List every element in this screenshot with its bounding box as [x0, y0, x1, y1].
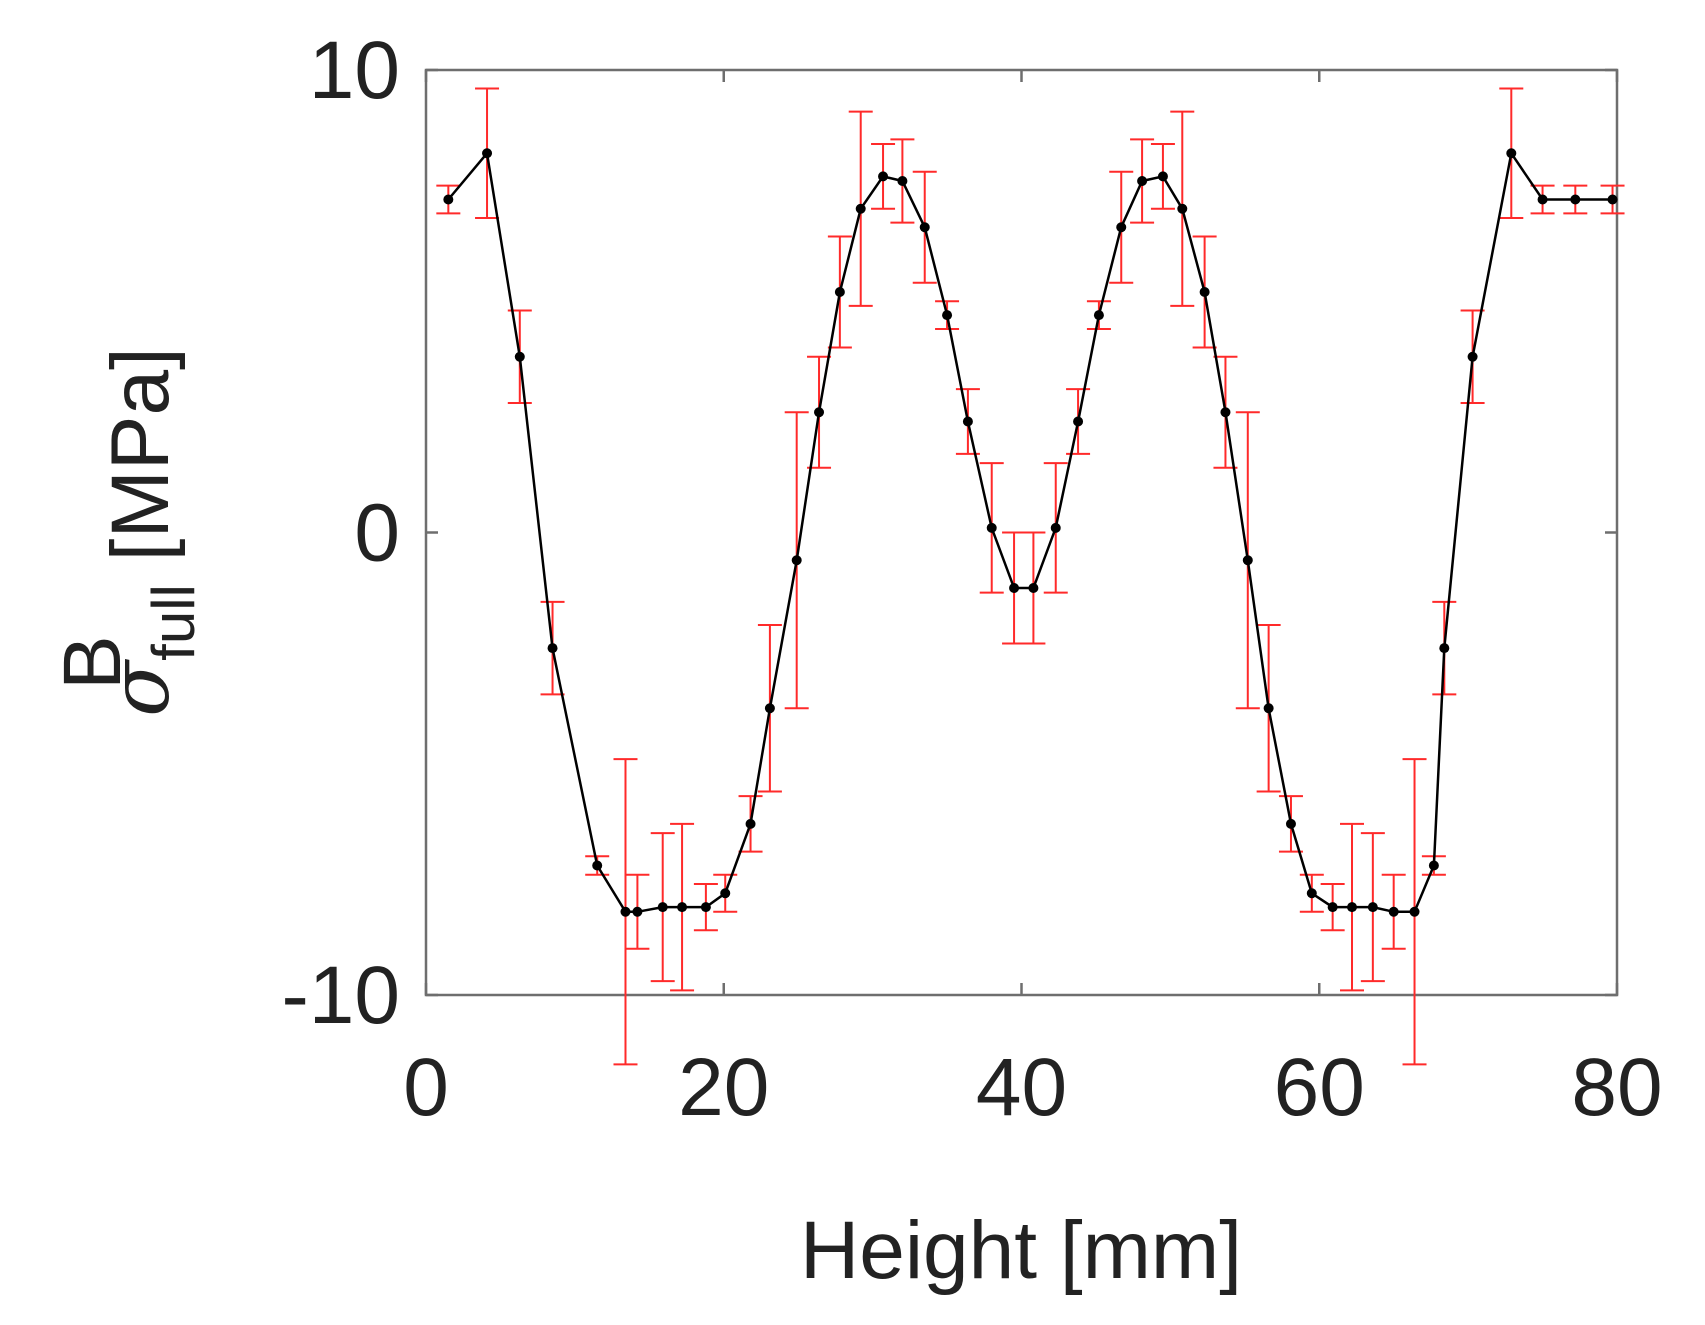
data-point-20 [942, 310, 953, 321]
x-axis-label: Height [mm] [800, 1205, 1242, 1296]
data-point-41 [1388, 906, 1399, 917]
data-point-9 [700, 902, 711, 913]
data-point-12 [764, 703, 775, 714]
data-point-17 [878, 171, 889, 182]
x-tick-label-1: 20 [678, 1042, 769, 1133]
data-point-25 [1050, 522, 1061, 533]
data-point-10 [720, 888, 731, 899]
y-tick-label-2: 10 [309, 25, 400, 116]
data-point-2 [514, 351, 525, 362]
data-point-47 [1537, 194, 1548, 205]
x-tick-label-0: 0 [403, 1042, 449, 1133]
axis-ticks [424, 68, 1619, 997]
data-point-27 [1093, 310, 1104, 321]
data-point-23 [1009, 583, 1020, 593]
data-point-38 [1327, 902, 1338, 913]
y-axis-label-subscript: full [140, 584, 207, 661]
data-point-5 [620, 906, 631, 917]
data-point-43 [1428, 860, 1439, 871]
data-point-21 [962, 416, 973, 427]
x-tick-label-4: 80 [1571, 1042, 1662, 1133]
x-tick-label-2: 40 [976, 1042, 1067, 1133]
data-point-6 [632, 906, 643, 917]
data-point-32 [1199, 287, 1210, 297]
x-tick-label-3: 60 [1274, 1042, 1365, 1133]
data-point-46 [1506, 148, 1517, 159]
data-point-36 [1285, 818, 1296, 829]
data-point-45 [1467, 351, 1478, 362]
data-point-13 [791, 555, 802, 566]
data-point-24 [1028, 583, 1039, 593]
data-point-30 [1157, 171, 1168, 182]
data-point-39 [1347, 902, 1358, 913]
data-point-19 [919, 222, 930, 233]
y-axis-label-superscript: B [47, 635, 138, 690]
data-point-15 [834, 287, 845, 297]
data-point-7 [657, 902, 668, 913]
data-markers [443, 148, 1618, 917]
data-point-18 [897, 176, 908, 186]
data-point-11 [745, 818, 756, 829]
data-point-31 [1177, 203, 1188, 214]
data-point-42 [1409, 906, 1420, 917]
data-point-4 [592, 860, 603, 871]
data-point-3 [547, 643, 558, 654]
data-point-28 [1116, 222, 1127, 233]
y-axis-label-symbol: σ [93, 659, 188, 717]
y-axis-label-unit: [MPa] [95, 347, 186, 561]
data-point-0 [443, 194, 454, 205]
data-point-16 [855, 203, 866, 214]
data-point-40 [1367, 902, 1378, 913]
data-point-48 [1570, 194, 1581, 205]
y-axis-label: σfull [MPa] B [47, 347, 207, 717]
data-point-1 [482, 148, 493, 159]
y-tick-label-0: -10 [281, 950, 400, 1041]
data-point-35 [1263, 703, 1274, 714]
data-point-34 [1242, 555, 1253, 566]
data-point-26 [1073, 416, 1084, 427]
data-point-8 [677, 902, 688, 913]
svg-text:σfull [MPa]: σfull [MPa] [93, 347, 207, 717]
error-bars [436, 87, 1625, 1066]
data-point-33 [1220, 407, 1231, 418]
data-point-49 [1607, 194, 1618, 205]
data-point-22 [986, 522, 997, 533]
data-point-14 [814, 407, 825, 418]
data-point-29 [1137, 176, 1148, 186]
y-tick-label-1: 0 [354, 488, 400, 579]
data-point-44 [1439, 643, 1450, 654]
data-point-37 [1306, 888, 1317, 899]
